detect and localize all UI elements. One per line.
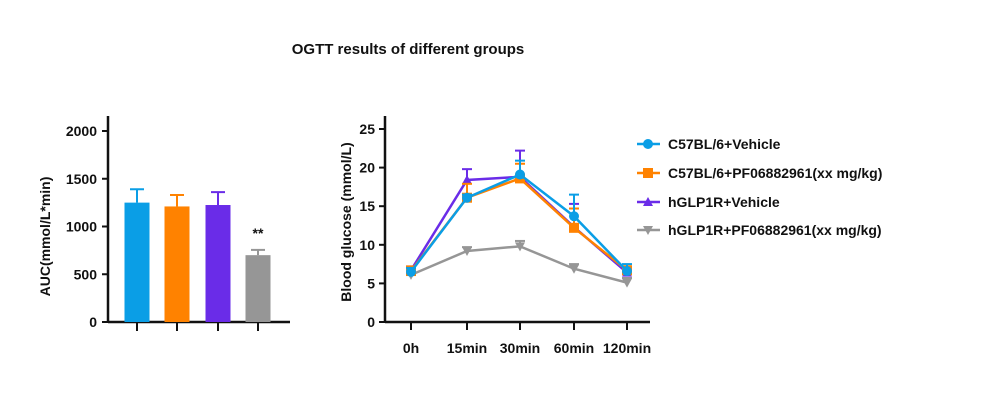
legend-item: C57BL/6+PF06882961(xx mg/kg) <box>637 165 882 181</box>
y-tick-label: 1500 <box>66 171 97 187</box>
y-axis-label: AUC(mmol/L*min) <box>37 177 53 297</box>
y-axis-label: Blood glucose (mmol/L) <box>338 142 354 301</box>
auc-bar-chart: 0 500 1000 1500 2000 AUC(mmol/L*min) ** <box>37 116 290 331</box>
legend-label: hGLP1R+PF06882961(xx mg/kg) <box>668 222 882 238</box>
series-circle <box>406 159 632 277</box>
x-tick-label: 15min <box>447 340 487 356</box>
marker-triangle-down <box>462 246 472 256</box>
legend-label: C57BL/6+PF06882961(xx mg/kg) <box>668 165 882 181</box>
series-line <box>410 245 628 284</box>
bar <box>245 255 271 322</box>
legend-item: C57BL/6+Vehicle <box>637 136 781 152</box>
legend-item: hGLP1R+PF06882961(xx mg/kg) <box>637 222 882 238</box>
marker-square <box>569 222 579 233</box>
marker-circle <box>462 192 472 203</box>
y-tick-label: 5 <box>367 275 375 291</box>
legend-label: hGLP1R+Vehicle <box>668 194 780 210</box>
y-tick-label: 500 <box>74 266 98 282</box>
marker-circle <box>569 211 579 222</box>
figure-title: OGTT results of different groups <box>292 41 525 58</box>
series-triangle-down <box>406 239 632 288</box>
y-tick-label: 15 <box>359 198 375 214</box>
series-line <box>410 176 628 272</box>
x-tick-label: 30min <box>500 340 540 356</box>
x-tick-label: 60min <box>554 340 594 356</box>
marker-square <box>643 168 653 178</box>
marker-triangle-down <box>643 226 653 235</box>
legend-label: C57BL/6+Vehicle <box>668 136 781 152</box>
y-tick-label: 1000 <box>66 219 97 235</box>
y-tick-label: 0 <box>367 314 375 330</box>
marker-circle <box>515 169 525 180</box>
y-tick-label: 25 <box>359 121 375 137</box>
marker-triangle-down <box>569 264 579 274</box>
bar <box>205 205 231 322</box>
y-tick-label: 10 <box>359 237 375 253</box>
y-tick-label: 2000 <box>66 123 97 139</box>
series-line <box>409 175 628 274</box>
marker-triangle-up <box>643 197 653 206</box>
marker-triangle-down <box>515 242 525 252</box>
x-tick-label: 0h <box>403 340 419 356</box>
x-tick-label: 120min <box>603 340 651 356</box>
marker-circle <box>622 266 632 277</box>
marker-circle <box>406 266 416 277</box>
marker-triangle-up <box>462 174 472 184</box>
series-square <box>406 162 632 277</box>
y-tick-label: 0 <box>89 314 97 330</box>
marker-circle <box>643 139 653 149</box>
bar <box>164 206 190 322</box>
marker-triangle-down <box>622 278 632 288</box>
legend-item: hGLP1R+Vehicle <box>637 194 780 210</box>
glucose-line-chart: 0 5 10 15 20 25 Blood glucose (mmol/L) 0h 15min 3… <box>338 116 882 356</box>
bar <box>124 202 150 322</box>
y-tick-label: 20 <box>359 160 375 176</box>
significance-annotation: ** <box>253 225 264 241</box>
series-line <box>410 173 628 273</box>
